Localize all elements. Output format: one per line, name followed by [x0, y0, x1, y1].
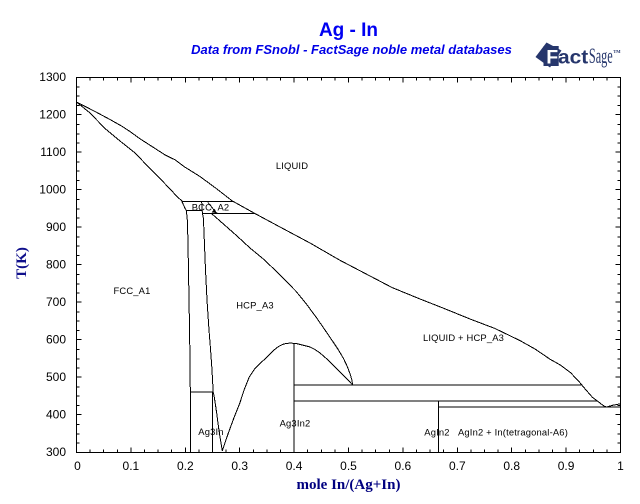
svg-text:0.5: 0.5: [340, 459, 357, 473]
svg-text:800: 800: [46, 258, 66, 272]
svg-text:1300: 1300: [39, 70, 66, 84]
svg-text:FCC_A1: FCC_A1: [113, 285, 150, 296]
svg-text:AgIn2 + In(tetragonal-A6): AgIn2 + In(tetragonal-A6): [458, 427, 568, 438]
svg-text:act: act: [558, 48, 589, 69]
svg-text:600: 600: [46, 333, 66, 347]
svg-text:mole In/(Ag+In): mole In/(Ag+In): [297, 477, 401, 493]
svg-text:Ag3In: Ag3In: [198, 426, 223, 437]
svg-text:0.4: 0.4: [286, 459, 303, 473]
svg-text:TM: TM: [613, 49, 621, 54]
svg-text:0.8: 0.8: [503, 459, 520, 473]
svg-text:Ag3In2: Ag3In2: [280, 418, 311, 429]
svg-text:1: 1: [617, 459, 624, 473]
svg-text:LIQUID: LIQUID: [276, 160, 308, 171]
svg-text:0.3: 0.3: [231, 459, 248, 473]
svg-text:1100: 1100: [40, 145, 66, 159]
svg-text:300: 300: [46, 445, 66, 459]
svg-text:1200: 1200: [39, 108, 66, 122]
svg-text:T(K): T(K): [14, 247, 30, 279]
svg-text:500: 500: [46, 370, 66, 384]
svg-text:0: 0: [74, 459, 81, 473]
svg-text:900: 900: [46, 220, 66, 234]
svg-text:0.6: 0.6: [395, 459, 412, 473]
svg-text:AgIn2: AgIn2: [424, 427, 449, 438]
svg-text:F: F: [546, 47, 558, 69]
svg-text:0.9: 0.9: [558, 459, 575, 473]
svg-text:1000: 1000: [39, 183, 66, 197]
svg-text:HCP_A3: HCP_A3: [236, 300, 274, 311]
svg-text:0.1: 0.1: [123, 459, 140, 473]
svg-text:0.2: 0.2: [177, 459, 194, 473]
svg-text:Sage: Sage: [589, 43, 613, 68]
svg-text:700: 700: [46, 295, 66, 309]
svg-text:LIQUID + HCP_A3: LIQUID + HCP_A3: [423, 332, 504, 343]
svg-text:0.7: 0.7: [449, 459, 466, 473]
svg-text:400: 400: [46, 408, 66, 422]
svg-text:BCC_A2: BCC_A2: [192, 202, 230, 213]
